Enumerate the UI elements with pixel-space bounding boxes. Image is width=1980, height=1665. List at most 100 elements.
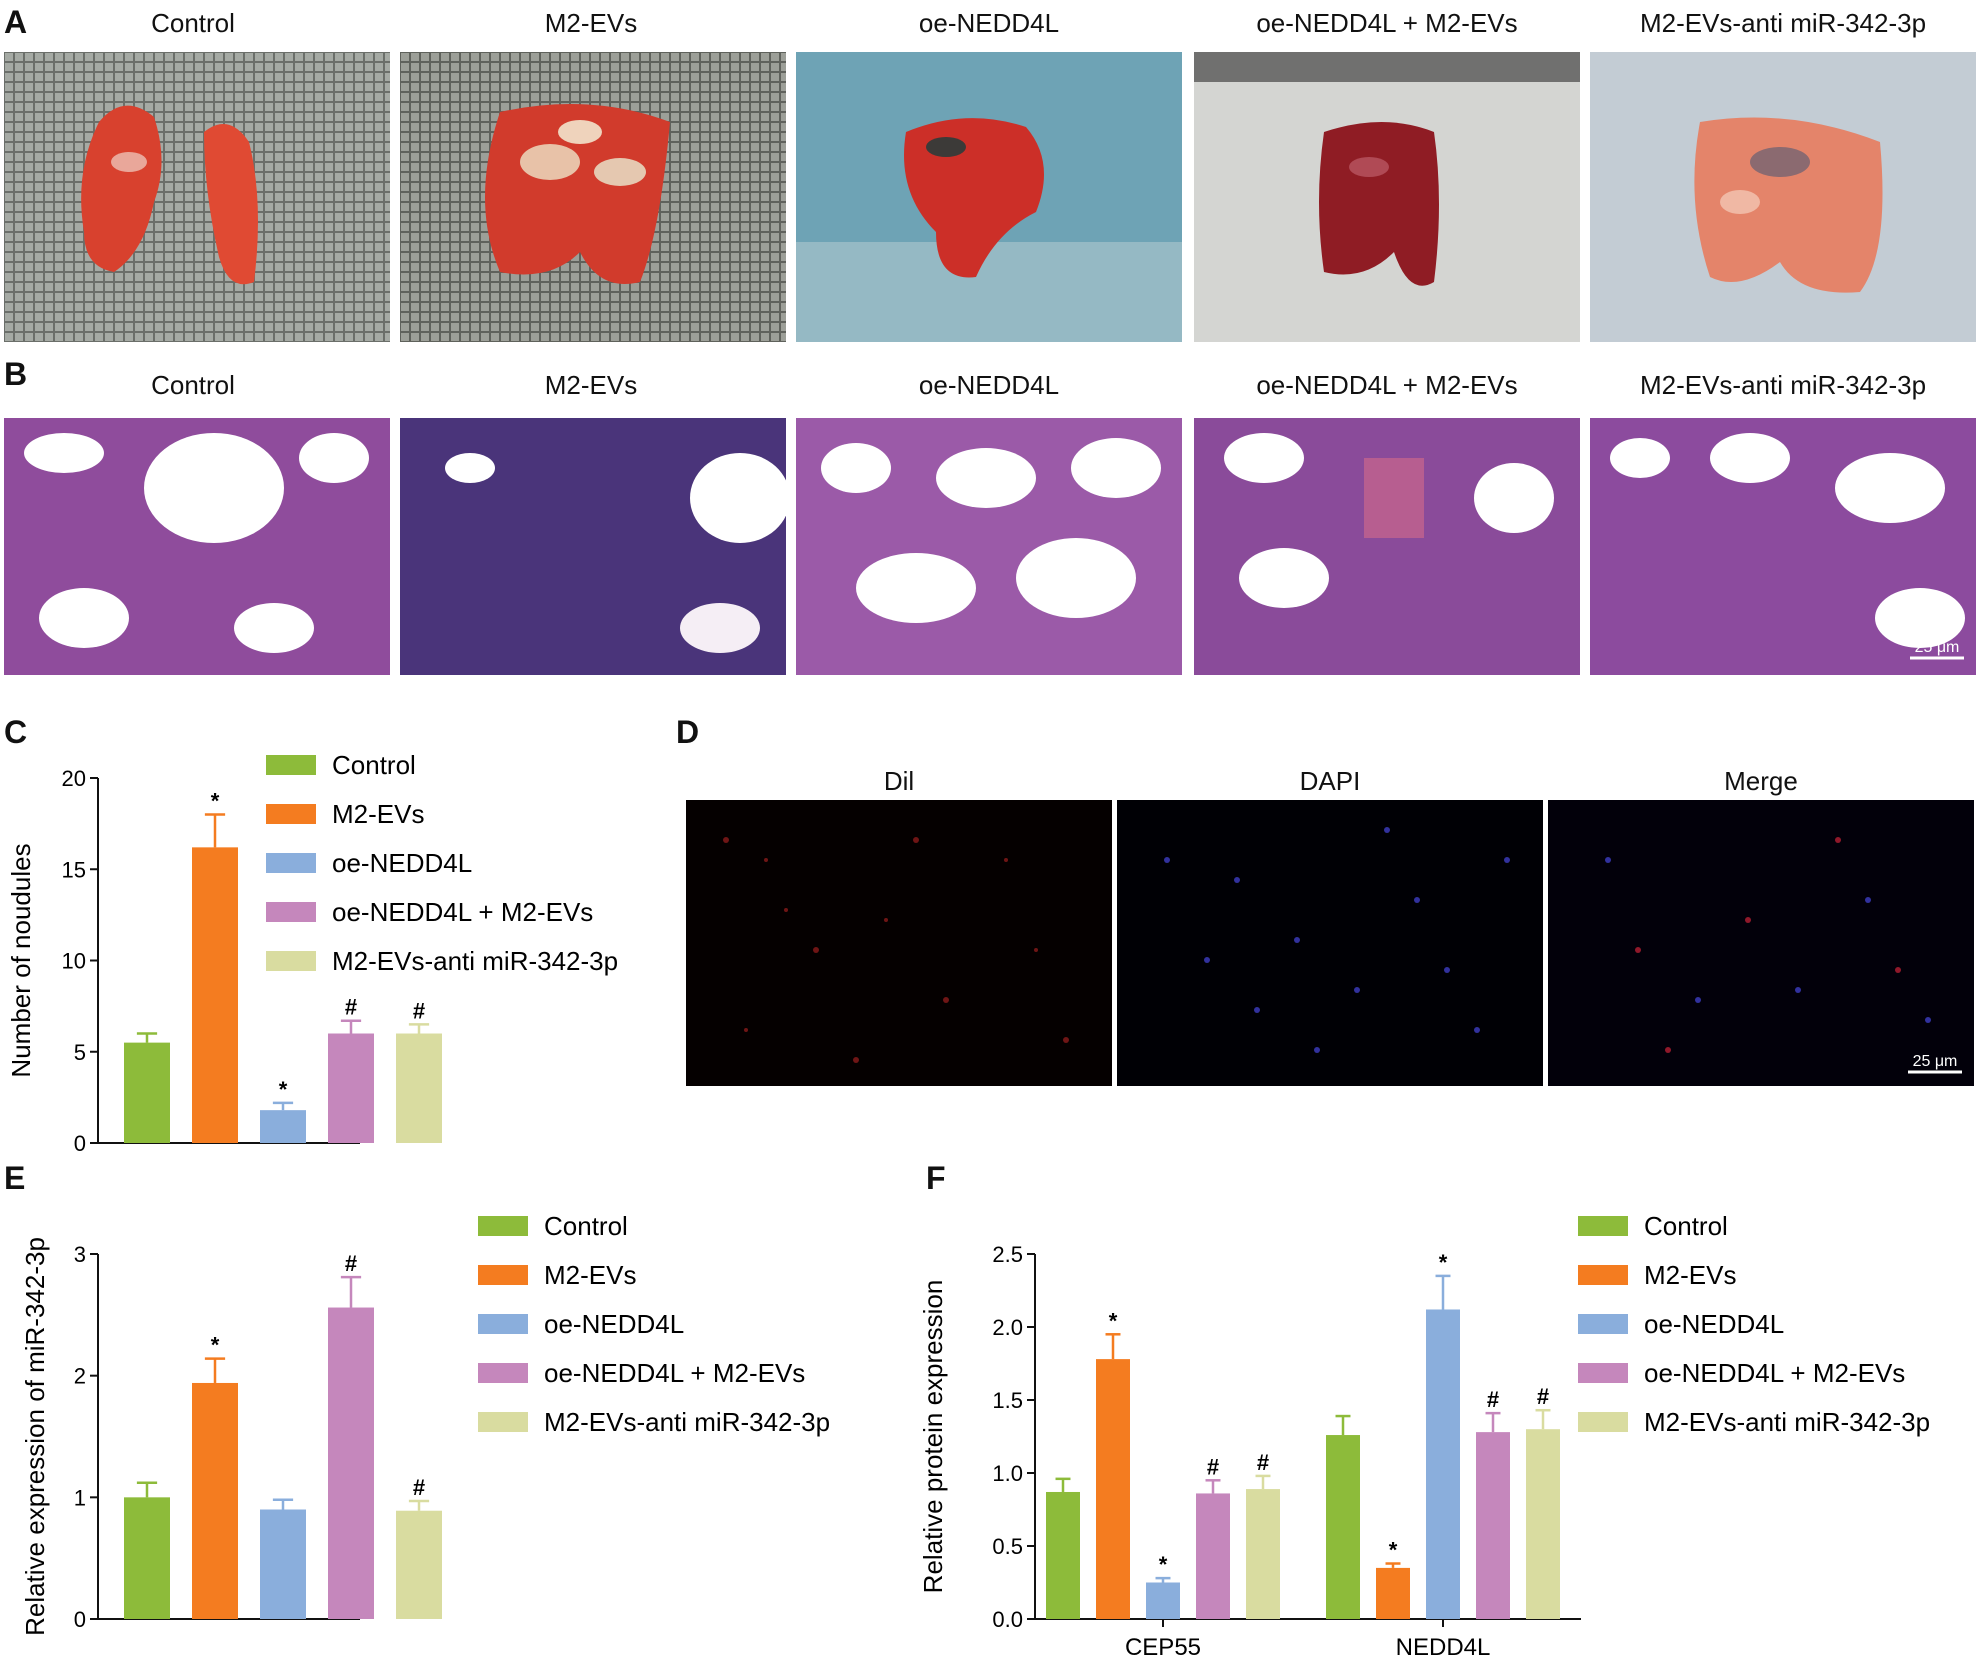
chart-f-legend-swatch	[1578, 1265, 1628, 1285]
chart-e-significance-marker: #	[345, 1251, 357, 1276]
chart-e-y-tick-label: 2	[74, 1364, 86, 1389]
chart-e-legend-label: M2-EVs	[544, 1260, 636, 1290]
chart-e-bar	[396, 1510, 442, 1619]
he-stain-anti-mir: 25 μm	[1590, 418, 1976, 675]
lung-photo-oe-nedd4l-m2evs	[1194, 52, 1580, 342]
chart-f-significance-marker: #	[1487, 1387, 1499, 1412]
chart-f-y-tick-label: 0.0	[992, 1607, 1023, 1632]
chart-c-bar	[396, 1033, 442, 1143]
chart-e-y-tick-label: 0	[74, 1607, 86, 1632]
chart-c-legend-label: M2-EVs	[332, 799, 424, 829]
chart-f-x-tick-label: NEDD4L	[1396, 1634, 1491, 1661]
lung-photo-m2evs	[400, 52, 786, 342]
chart-f-legend-label: Control	[1644, 1211, 1728, 1241]
chart-c-legend-swatch	[266, 804, 316, 824]
chart-c-significance-marker: #	[413, 998, 425, 1023]
chart-f-bar	[1196, 1493, 1230, 1619]
chart-e-bar	[328, 1307, 374, 1619]
chart-f-bar	[1146, 1582, 1180, 1619]
he-stain-control	[4, 418, 390, 675]
panel-a-title-oe-nedd4l: oe-NEDD4L	[918, 8, 1060, 38]
chart-f-x-tick-label: CEP55	[1125, 1634, 1201, 1661]
lung-photo-oe-nedd4l	[796, 52, 1182, 342]
panel-b-label: B	[4, 356, 28, 392]
chart-e-y-tick-label: 1	[74, 1485, 86, 1510]
chart-c-significance-marker: *	[211, 789, 220, 814]
chart-f-y-tick-label: 1.5	[992, 1388, 1023, 1413]
chart-c-y-tick-label: 20	[62, 766, 86, 791]
chart-f-legend-label: M2-EVs	[1644, 1260, 1736, 1290]
he-stain-m2evs	[400, 418, 786, 675]
chart-c-bar	[124, 1042, 170, 1143]
chart-c-y-tick-label: 0	[74, 1131, 86, 1156]
chart-c-y-axis-label: Number of noudules	[6, 843, 36, 1077]
chart-c-legend-swatch	[266, 902, 316, 922]
chart-c-significance-marker: *	[279, 1077, 288, 1102]
panel-b-title-m2evs: M2-EVs	[544, 370, 638, 400]
fluorescence-dapi	[1117, 800, 1543, 1086]
chart-f-legend-swatch	[1578, 1412, 1628, 1432]
chart-e-legend-label: oe-NEDD4L	[544, 1309, 684, 1339]
he-stain-oe-nedd4l	[796, 418, 1182, 675]
chart-f-bar	[1096, 1359, 1130, 1619]
lung-photo-control	[4, 52, 390, 342]
chart-c-legend-label: oe-NEDD4L	[332, 848, 472, 878]
chart-f-y-tick-label: 2.5	[992, 1242, 1023, 1267]
panel-c-label: C	[4, 714, 28, 750]
panel-d-title-dapi: DAPI	[1299, 766, 1361, 796]
chart-e-legend-swatch	[478, 1265, 528, 1285]
chart-f-legend-label: oe-NEDD4L + M2-EVs	[1644, 1358, 1905, 1388]
panel-b-title-oe-nedd4l-m2evs: oe-NEDD4L + M2-EVs	[1256, 370, 1518, 400]
panel-b-title-control: Control	[151, 370, 235, 400]
chart-f-legend-swatch	[1578, 1314, 1628, 1334]
chart-f-bar	[1376, 1567, 1410, 1619]
chart-c-legend-swatch	[266, 853, 316, 873]
chart-f-legend-swatch	[1578, 1363, 1628, 1383]
chart-c-legend-swatch	[266, 951, 316, 971]
chart-e-y-tick-label: 3	[74, 1242, 86, 1267]
chart-c-legend-label: oe-NEDD4L + M2-EVs	[332, 897, 593, 927]
chart-f-bar	[1326, 1435, 1360, 1619]
chart-c-legend-label: M2-EVs-anti miR-342-3p	[332, 946, 618, 976]
chart-e-bar	[124, 1497, 170, 1619]
chart-f-significance-marker: #	[1207, 1454, 1219, 1479]
chart-e-legend-label: oe-NEDD4L + M2-EVs	[544, 1358, 805, 1388]
chart-f-bar	[1046, 1491, 1080, 1619]
panel-d-title-dil: Dil	[883, 766, 915, 796]
panel-e-label: E	[4, 1160, 26, 1196]
panel-b-title-oe-nedd4l: oe-NEDD4L	[918, 370, 1060, 400]
chart-e-significance-marker: #	[413, 1475, 425, 1500]
chart-e-y-axis-label: Relative expression of miR-342-3p	[20, 1237, 50, 1636]
panel-a-title-anti-mir: M2-EVs-anti miR-342-3p	[1639, 8, 1927, 38]
chart-e-legend-swatch	[478, 1216, 528, 1236]
chart-f-y-tick-label: 2.0	[992, 1315, 1023, 1340]
fluorescence-dil	[686, 800, 1112, 1086]
chart-f-bar	[1476, 1432, 1510, 1619]
panel-a-title-m2evs: M2-EVs	[544, 8, 638, 38]
panel-b-title-anti-mir: M2-EVs-anti miR-342-3p	[1639, 370, 1927, 400]
chart-e-significance-marker: *	[211, 1333, 220, 1358]
panel-a-label: A	[4, 4, 28, 40]
chart-c-y-tick-label: 5	[74, 1040, 86, 1065]
panel-a-title-oe-nedd4l-m2evs: oe-NEDD4L + M2-EVs	[1256, 8, 1518, 38]
chart-e-legend-swatch	[478, 1412, 528, 1432]
lung-photo-anti-mir	[1590, 52, 1976, 342]
chart-c-bar	[192, 847, 238, 1143]
chart-c-bar	[328, 1033, 374, 1143]
chart-f-y-tick-label: 0.5	[992, 1534, 1023, 1559]
chart-f-bar	[1426, 1309, 1460, 1619]
chart-e-legend-swatch	[478, 1314, 528, 1334]
chart-f-legend-swatch	[1578, 1216, 1628, 1236]
chart-e-legend-swatch	[478, 1363, 528, 1383]
chart-c-y-tick-label: 15	[62, 857, 86, 882]
chart-f-legend-label: oe-NEDD4L	[1644, 1309, 1784, 1339]
chart-f-significance-marker: #	[1537, 1384, 1549, 1409]
panel-f-label: F	[926, 1160, 946, 1196]
panel-d-title-merge: Merge	[1724, 766, 1798, 796]
chart-f-y-axis-label: Relative protein expression	[918, 1280, 948, 1594]
chart-f-bar	[1246, 1489, 1280, 1619]
chart-c-y-tick-label: 10	[62, 949, 86, 974]
chart-f-significance-marker: *	[1109, 1308, 1118, 1333]
chart-c-legend-label: Control	[332, 750, 416, 780]
